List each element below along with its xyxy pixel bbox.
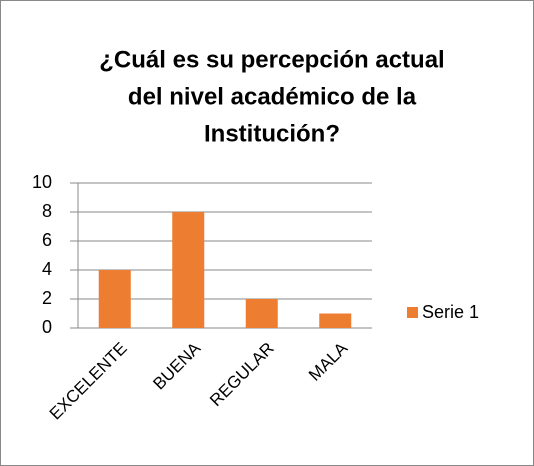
chart-title: ¿Cuál es su percepción actual (99, 46, 444, 73)
bar (172, 212, 205, 328)
legend-label: Serie 1 (422, 302, 479, 322)
bar (319, 313, 352, 328)
legend-swatch (407, 307, 418, 318)
y-tick-label: 0 (42, 317, 52, 337)
y-tick-label: 10 (32, 172, 52, 192)
y-tick-label: 4 (42, 259, 52, 279)
y-tick-label: 6 (42, 230, 52, 250)
chart-title: del nivel académico de la (128, 83, 417, 110)
y-tick-label: 2 (42, 288, 52, 308)
y-tick-label: 8 (42, 201, 52, 221)
bar (98, 270, 131, 328)
chart-title: Institución? (204, 120, 340, 147)
bar (245, 299, 278, 328)
